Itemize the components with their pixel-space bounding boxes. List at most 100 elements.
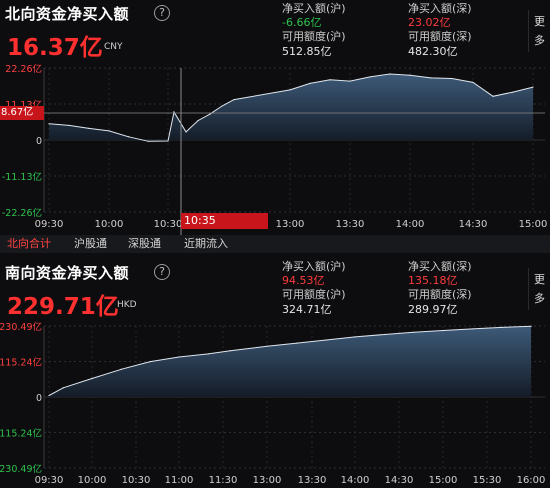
tab-recent-inflow[interactable]: 近期流入 xyxy=(184,237,228,250)
north-shen-quota-label: 可用额度(深) xyxy=(408,30,472,43)
data-point xyxy=(354,336,356,338)
north-shen-label: 净买入额(深) xyxy=(408,2,472,15)
north-more-button[interactable]: 更多 xyxy=(528,10,550,52)
data-point xyxy=(229,350,231,352)
north-more-label: 更多 xyxy=(534,15,545,47)
north-hu-quota-value: 512.85亿 xyxy=(282,45,332,58)
y-tick-label: 0 xyxy=(36,393,42,404)
data-point xyxy=(128,136,130,138)
south-total-value: 229.71亿 xyxy=(7,294,119,320)
south-shen-label: 净买入额(深) xyxy=(408,260,472,273)
x-tick-label: 10:30 xyxy=(154,219,183,230)
data-point xyxy=(296,342,298,344)
x-tick-label: 13:30 xyxy=(298,475,327,486)
data-point xyxy=(178,356,180,358)
data-point xyxy=(492,95,494,97)
data-point xyxy=(48,123,50,125)
north-hu-value: -6.66亿 xyxy=(282,16,322,29)
y-tick-label: -22.26亿 xyxy=(2,207,42,219)
north-cursor-value-badge: 8.67亿 xyxy=(0,106,44,120)
x-tick-label: 15:30 xyxy=(473,475,502,486)
data-point xyxy=(430,77,432,79)
data-point xyxy=(185,131,187,133)
y-tick-label: -230.49亿 xyxy=(0,463,42,475)
tab-hu-gutong[interactable]: 沪股通 xyxy=(74,237,107,250)
x-tick-label: 10:00 xyxy=(95,219,124,230)
data-point xyxy=(88,127,90,129)
x-tick-label: 13:00 xyxy=(253,475,282,486)
x-tick-label: 14:00 xyxy=(396,219,425,230)
data-point xyxy=(409,74,411,76)
south-area-fill xyxy=(49,326,531,397)
south-more-label: 更多 xyxy=(534,273,545,305)
x-tick-label: 15:00 xyxy=(429,475,458,486)
data-point xyxy=(383,333,385,336)
data-point xyxy=(233,98,235,101)
x-tick-label: 14:30 xyxy=(385,475,414,486)
y-tick-label: 0 xyxy=(36,136,42,147)
data-point xyxy=(472,81,474,84)
data-point xyxy=(149,360,151,363)
y-tick-label: -115.24亿 xyxy=(0,428,42,440)
south-help-icon[interactable]: ? xyxy=(154,264,170,280)
tab-shen-gutong[interactable]: 深股通 xyxy=(128,237,161,250)
x-tick-label: 16:00 xyxy=(517,475,546,486)
x-tick-label: 09:30 xyxy=(35,219,64,230)
data-point xyxy=(325,339,327,341)
south-chart: 230.49亿 115.24亿 0 -115.24亿 -230.49亿 09:30 10:… xyxy=(0,321,546,486)
south-hu-quota-value: 324.71亿 xyxy=(282,303,332,316)
data-point xyxy=(173,111,175,113)
data-point xyxy=(147,140,149,142)
data-point xyxy=(471,328,473,330)
y-tick-label: 115.24亿 xyxy=(0,357,42,369)
data-point xyxy=(221,105,223,107)
south-more-button[interactable]: 更多 xyxy=(528,268,550,310)
north-currency: CNY xyxy=(104,42,123,52)
south-title: 南向资金净买入额 xyxy=(5,264,130,282)
x-tick-label: 11:00 xyxy=(165,475,194,486)
x-tick-label: 10:30 xyxy=(122,475,151,486)
data-point xyxy=(167,140,169,142)
x-tick-label: 13:00 xyxy=(276,219,305,230)
south-hu-label: 净买入额(沪) xyxy=(282,260,346,273)
south-shen-value: 135.18亿 xyxy=(408,274,458,287)
data-point xyxy=(91,377,93,380)
data-point xyxy=(389,73,391,75)
south-shen-quota-value: 289.97亿 xyxy=(408,303,458,316)
south-shen-quota-label: 可用额度(深) xyxy=(408,288,472,301)
data-point xyxy=(266,345,268,347)
x-tick-label: 10:00 xyxy=(78,475,107,486)
data-point xyxy=(530,325,532,327)
north-chart: 22.26亿11.13亿0-11.13亿-22.26亿 09:3010:0010… xyxy=(2,63,548,235)
south-hu-value: 94.53亿 xyxy=(282,274,325,287)
x-tick-label: 14:30 xyxy=(459,219,488,230)
data-point xyxy=(48,394,50,397)
data-point xyxy=(289,89,291,91)
data-point xyxy=(349,80,351,82)
south-hu-quota-label: 可用额度(沪) xyxy=(282,288,346,301)
data-point xyxy=(197,119,199,122)
y-tick-label: 22.26亿 xyxy=(5,63,42,75)
data-point xyxy=(329,79,331,81)
data-point xyxy=(451,77,453,80)
x-tick-label: 14:00 xyxy=(341,475,370,486)
north-flow-line xyxy=(48,73,534,142)
south-flow-line xyxy=(48,325,532,396)
north-total-value: 16.37亿 xyxy=(7,35,103,61)
x-tick-label: 15:00 xyxy=(519,219,548,230)
north-hu-quota-label: 可用额度(沪) xyxy=(282,30,346,43)
south-currency: HKD xyxy=(117,300,137,310)
north-help-icon[interactable]: ? xyxy=(154,5,170,21)
tab-bar: 北向合计 沪股通 深股通 近期流入 xyxy=(0,235,550,253)
data-point xyxy=(68,124,70,127)
data-point xyxy=(309,82,311,84)
north-cursor-value: 8.67亿 xyxy=(1,107,34,118)
north-hu-label: 净买入额(沪) xyxy=(282,2,346,15)
y-tick-label: -11.13亿 xyxy=(2,171,42,183)
data-point xyxy=(369,76,371,78)
data-point xyxy=(62,387,64,389)
tab-north-total[interactable]: 北向合计 xyxy=(7,237,51,250)
north-cursor-time: 10:35 xyxy=(184,214,216,227)
data-point xyxy=(501,326,503,328)
x-tick-label: 11:30 xyxy=(209,475,238,486)
